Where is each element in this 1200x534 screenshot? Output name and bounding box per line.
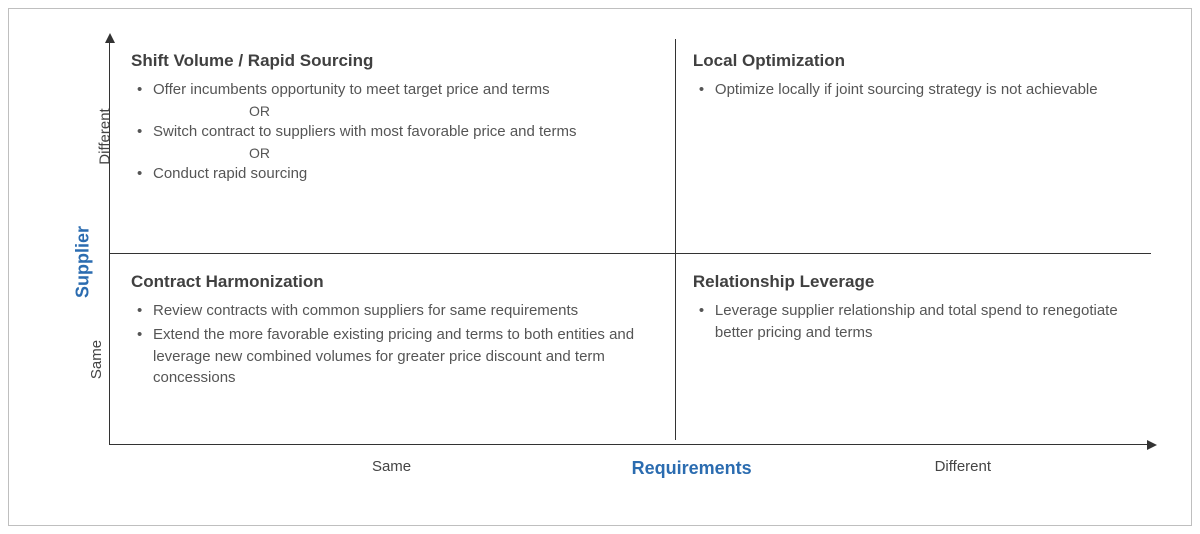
quadrant-title: Local Optimization — [693, 51, 1133, 71]
bullet-list: Review contracts with common suppliers f… — [131, 300, 657, 389]
x-tick-left: Same — [372, 458, 411, 475]
diagram-frame: Supplier Different Same Same Requirement… — [8, 8, 1192, 526]
y-axis-line — [109, 39, 110, 445]
y-axis-title: Supplier — [73, 226, 94, 298]
bullet-list: Optimize locally if joint sourcing strat… — [693, 79, 1133, 101]
list-item: Conduct rapid sourcing — [145, 163, 657, 185]
horizontal-divider — [109, 253, 1151, 254]
list-item: Extend the more favorable existing prici… — [145, 324, 657, 389]
quadrant-bottom-left: Contract Harmonization Review contracts … — [113, 262, 675, 401]
bullet-list: Switch contract to suppliers with most f… — [131, 121, 657, 143]
list-item: Switch contract to suppliers with most f… — [145, 121, 657, 143]
quadrant-title: Shift Volume / Rapid Sourcing — [131, 51, 657, 71]
y-tick-top: Different — [97, 108, 114, 164]
bullet-list: Leverage supplier relationship and total… — [693, 300, 1133, 344]
quadrant-title: Relationship Leverage — [693, 272, 1133, 292]
or-separator: OR — [249, 103, 657, 119]
list-item: Review contracts with common suppliers f… — [145, 300, 657, 322]
x-axis-title: Requirements — [632, 458, 752, 479]
x-axis-line — [109, 444, 1151, 445]
x-tick-right: Different — [935, 458, 991, 475]
quadrant-title: Contract Harmonization — [131, 272, 657, 292]
list-item: Leverage supplier relationship and total… — [707, 300, 1133, 344]
x-axis-arrow-icon — [1147, 440, 1157, 450]
quadrant-top-right: Local Optimization Optimize locally if j… — [675, 41, 1151, 113]
list-item: Optimize locally if joint sourcing strat… — [707, 79, 1133, 101]
list-item: Offer incumbents opportunity to meet tar… — [145, 79, 657, 101]
bullet-list: Offer incumbents opportunity to meet tar… — [131, 79, 657, 101]
quadrant-bottom-right: Relationship Leverage Leverage supplier … — [675, 262, 1151, 356]
bullet-list: Conduct rapid sourcing — [131, 163, 657, 185]
chart-area: Supplier Different Same Same Requirement… — [69, 39, 1151, 485]
y-tick-bottom: Same — [88, 340, 105, 379]
quadrant-top-left: Shift Volume / Rapid Sourcing Offer incu… — [113, 41, 675, 196]
or-separator: OR — [249, 145, 657, 161]
